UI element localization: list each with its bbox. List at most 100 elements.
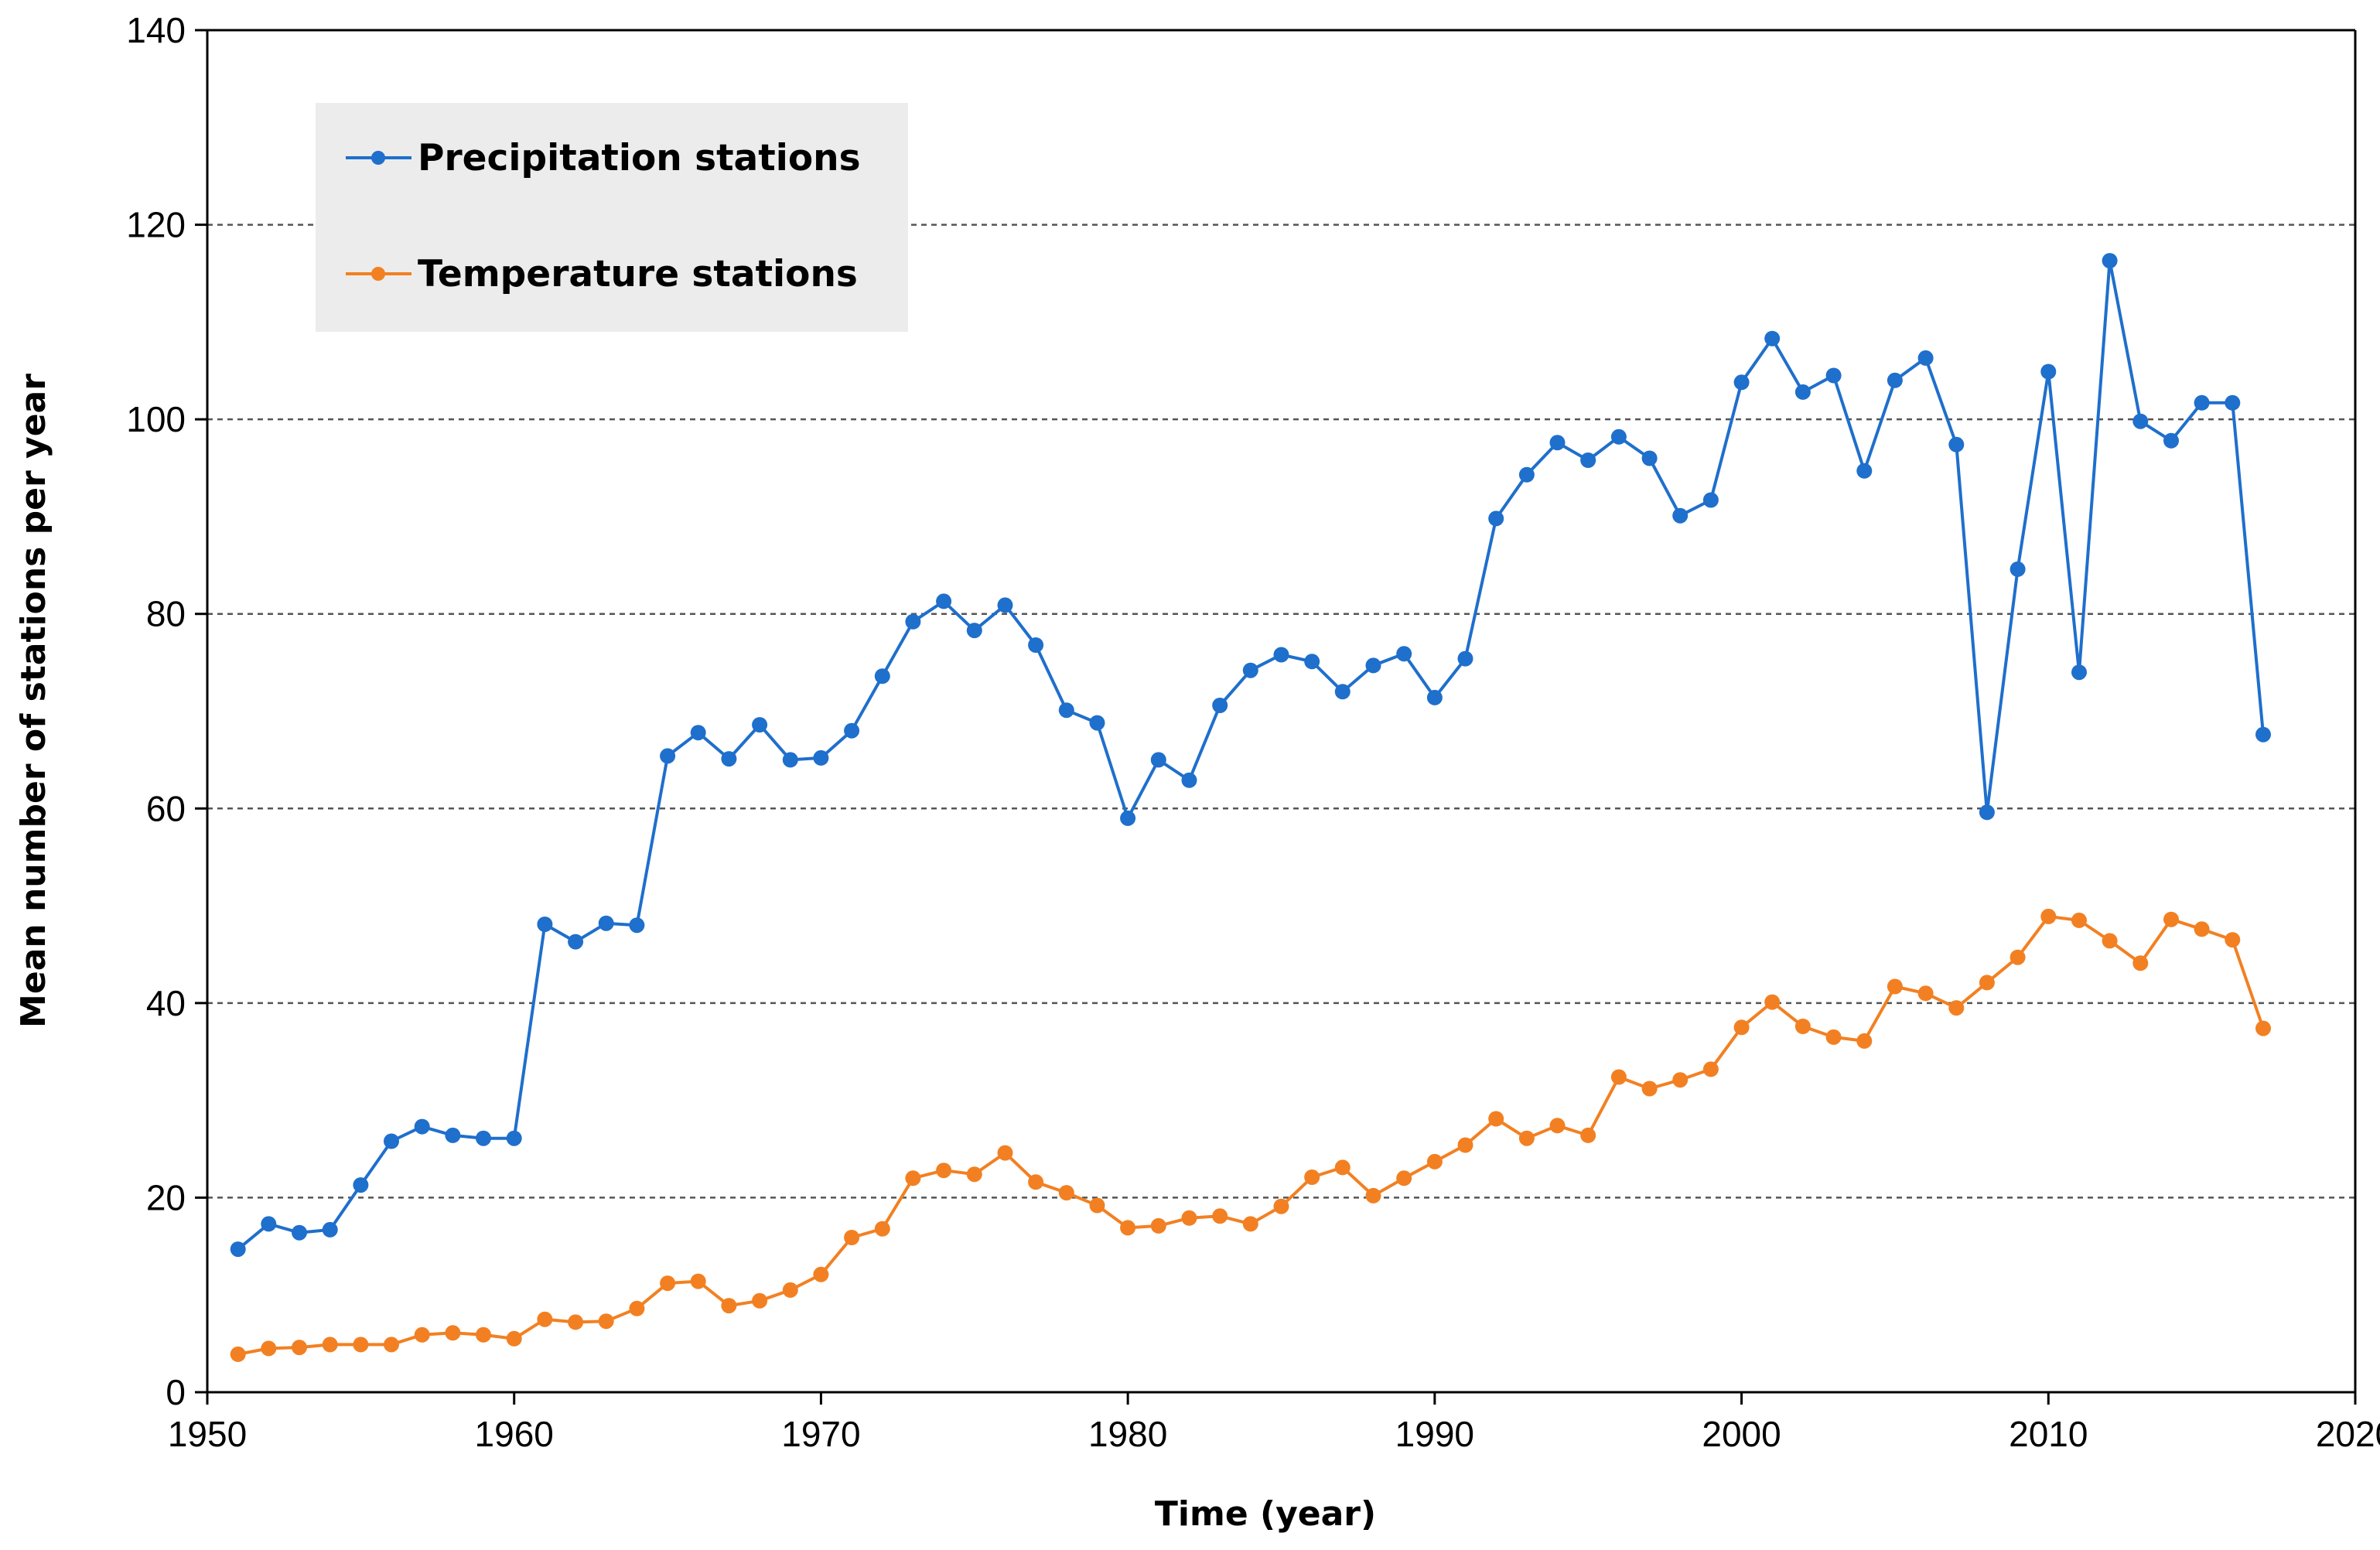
data-point-precipitation-stations-1994: [1549, 435, 1566, 451]
series-layer: [230, 253, 2271, 1362]
data-point-precipitation-stations-1991: [1457, 650, 1473, 667]
data-point-precipitation-stations-1981: [1150, 752, 1166, 768]
data-point-temperature-stations-1968: [752, 1292, 768, 1309]
data-point-temperature-stations-1956: [384, 1337, 399, 1353]
data-point-temperature-stations-1998: [1672, 1072, 1689, 1088]
data-point-temperature-stations-1951: [230, 1346, 246, 1362]
x-tick-label: 2020: [2316, 1414, 2380, 1454]
data-point-precipitation-stations-1997: [1641, 450, 1658, 466]
data-point-temperature-stations-1952: [261, 1340, 277, 1357]
data-point-temperature-stations-2003: [1825, 1029, 1842, 1045]
data-point-precipitation-stations-1975: [966, 623, 982, 639]
y-tick-label: 120: [126, 205, 186, 245]
data-point-temperature-stations-2004: [1856, 1033, 1873, 1049]
data-point-temperature-stations-1974: [936, 1162, 952, 1179]
series-temperature-stations: [230, 908, 2271, 1362]
data-point-precipitation-stations-1980: [1120, 810, 1136, 826]
data-point-precipitation-stations-1992: [1488, 510, 1504, 527]
series-precipitation-stations: [230, 253, 2271, 1258]
data-point-temperature-stations-1962: [568, 1314, 584, 1330]
data-point-temperature-stations-2002: [1794, 1019, 1811, 1034]
data-point-temperature-stations-2009: [2010, 949, 2026, 965]
data-point-temperature-stations-1964: [629, 1300, 645, 1316]
data-point-precipitation-stations-1974: [936, 593, 952, 609]
data-point-precipitation-stations-1985: [1273, 647, 1289, 663]
data-point-temperature-stations-1997: [1641, 1081, 1658, 1097]
data-point-temperature-stations-1969: [782, 1282, 798, 1298]
data-point-precipitation-stations-2003: [1825, 367, 1842, 384]
legend-marker-precipitation: [371, 151, 385, 165]
data-point-precipitation-stations-2002: [1794, 384, 1811, 400]
data-point-precipitation-stations-1976: [997, 597, 1013, 613]
data-point-temperature-stations-2012: [2102, 933, 2118, 949]
data-point-temperature-stations-2010: [2040, 908, 2057, 924]
data-point-precipitation-stations-2014: [2163, 432, 2179, 449]
data-point-temperature-stations-1981: [1150, 1217, 1166, 1234]
data-point-precipitation-stations-1969: [782, 752, 798, 768]
data-point-temperature-stations-1999: [1702, 1061, 1719, 1077]
data-point-precipitation-stations-1955: [353, 1177, 369, 1193]
data-point-precipitation-stations-1979: [1089, 715, 1105, 731]
data-point-temperature-stations-2015: [2194, 921, 2210, 937]
x-tick-label: 1960: [475, 1414, 554, 1454]
data-point-precipitation-stations-1978: [1058, 702, 1074, 719]
data-point-precipitation-stations-2011: [2071, 664, 2087, 681]
data-point-precipitation-stations-1990: [1426, 689, 1443, 705]
data-point-precipitation-stations-2004: [1856, 463, 1873, 479]
data-point-temperature-stations-1978: [1058, 1185, 1074, 1201]
y-tick-label: 40: [146, 983, 186, 1023]
data-point-precipitation-stations-2010: [2040, 364, 2057, 380]
data-point-temperature-stations-1989: [1396, 1170, 1412, 1186]
data-point-temperature-stations-1980: [1120, 1220, 1136, 1236]
data-point-precipitation-stations-1988: [1365, 657, 1381, 674]
data-point-precipitation-stations-1967: [721, 751, 737, 767]
data-point-precipitation-stations-1954: [322, 1221, 338, 1238]
data-point-temperature-stations-2007: [1948, 1000, 1965, 1016]
data-point-precipitation-stations-1962: [568, 934, 584, 950]
data-point-precipitation-stations-1966: [690, 725, 706, 741]
data-point-temperature-stations-1963: [598, 1313, 614, 1330]
data-point-precipitation-stations-1993: [1518, 466, 1535, 483]
data-point-temperature-stations-1992: [1488, 1111, 1504, 1127]
x-axis-ticks: 1950 1960 1970 1980 1990 2000 2010 2020: [168, 1392, 2380, 1454]
data-point-precipitation-stations-1965: [660, 748, 676, 764]
data-point-temperature-stations-1996: [1610, 1069, 1627, 1085]
data-point-temperature-stations-1993: [1518, 1130, 1535, 1146]
data-point-precipitation-stations-2009: [2010, 561, 2026, 577]
data-point-temperature-stations-1985: [1273, 1198, 1289, 1214]
data-point-precipitation-stations-1989: [1396, 646, 1412, 662]
data-point-precipitation-stations-2012: [2102, 253, 2118, 269]
data-point-temperature-stations-1957: [414, 1326, 430, 1343]
data-point-temperature-stations-1955: [353, 1337, 369, 1353]
data-point-precipitation-stations-2013: [2132, 413, 2149, 429]
data-point-temperature-stations-2001: [1764, 994, 1781, 1010]
data-point-temperature-stations-1954: [322, 1337, 338, 1353]
x-tick-label: 1990: [1395, 1414, 1474, 1454]
data-point-temperature-stations-2016: [2225, 932, 2241, 948]
data-point-temperature-stations-1975: [966, 1166, 982, 1183]
data-point-temperature-stations-1983: [1212, 1208, 1228, 1224]
data-point-precipitation-stations-1968: [752, 717, 768, 733]
gridlines: [207, 224, 2355, 1199]
data-point-precipitation-stations-2008: [1979, 804, 1995, 821]
data-point-precipitation-stations-1964: [629, 917, 645, 934]
y-axis-ticks: 0 20 40 60 80 100 120 140: [126, 10, 207, 1412]
y-tick-label: 60: [146, 788, 186, 828]
data-point-temperature-stations-1967: [721, 1298, 737, 1314]
data-point-precipitation-stations-1959: [476, 1130, 491, 1146]
data-point-precipitation-stations-1963: [598, 915, 614, 931]
data-point-temperature-stations-1986: [1304, 1169, 1320, 1185]
data-point-precipitation-stations-2000: [1733, 374, 1750, 391]
data-point-temperature-stations-1966: [690, 1273, 706, 1289]
data-point-precipitation-stations-2006: [1917, 350, 1934, 366]
data-point-precipitation-stations-1960: [506, 1130, 522, 1146]
data-point-temperature-stations-1979: [1089, 1197, 1105, 1214]
y-tick-label: 0: [166, 1372, 186, 1412]
data-point-precipitation-stations-1998: [1672, 507, 1689, 524]
x-axis-title: Time (year): [1155, 1494, 1376, 1534]
data-point-temperature-stations-2011: [2071, 912, 2087, 928]
data-point-temperature-stations-1991: [1457, 1137, 1473, 1153]
data-point-temperature-stations-1958: [445, 1325, 461, 1341]
data-point-temperature-stations-1977: [1028, 1174, 1044, 1190]
